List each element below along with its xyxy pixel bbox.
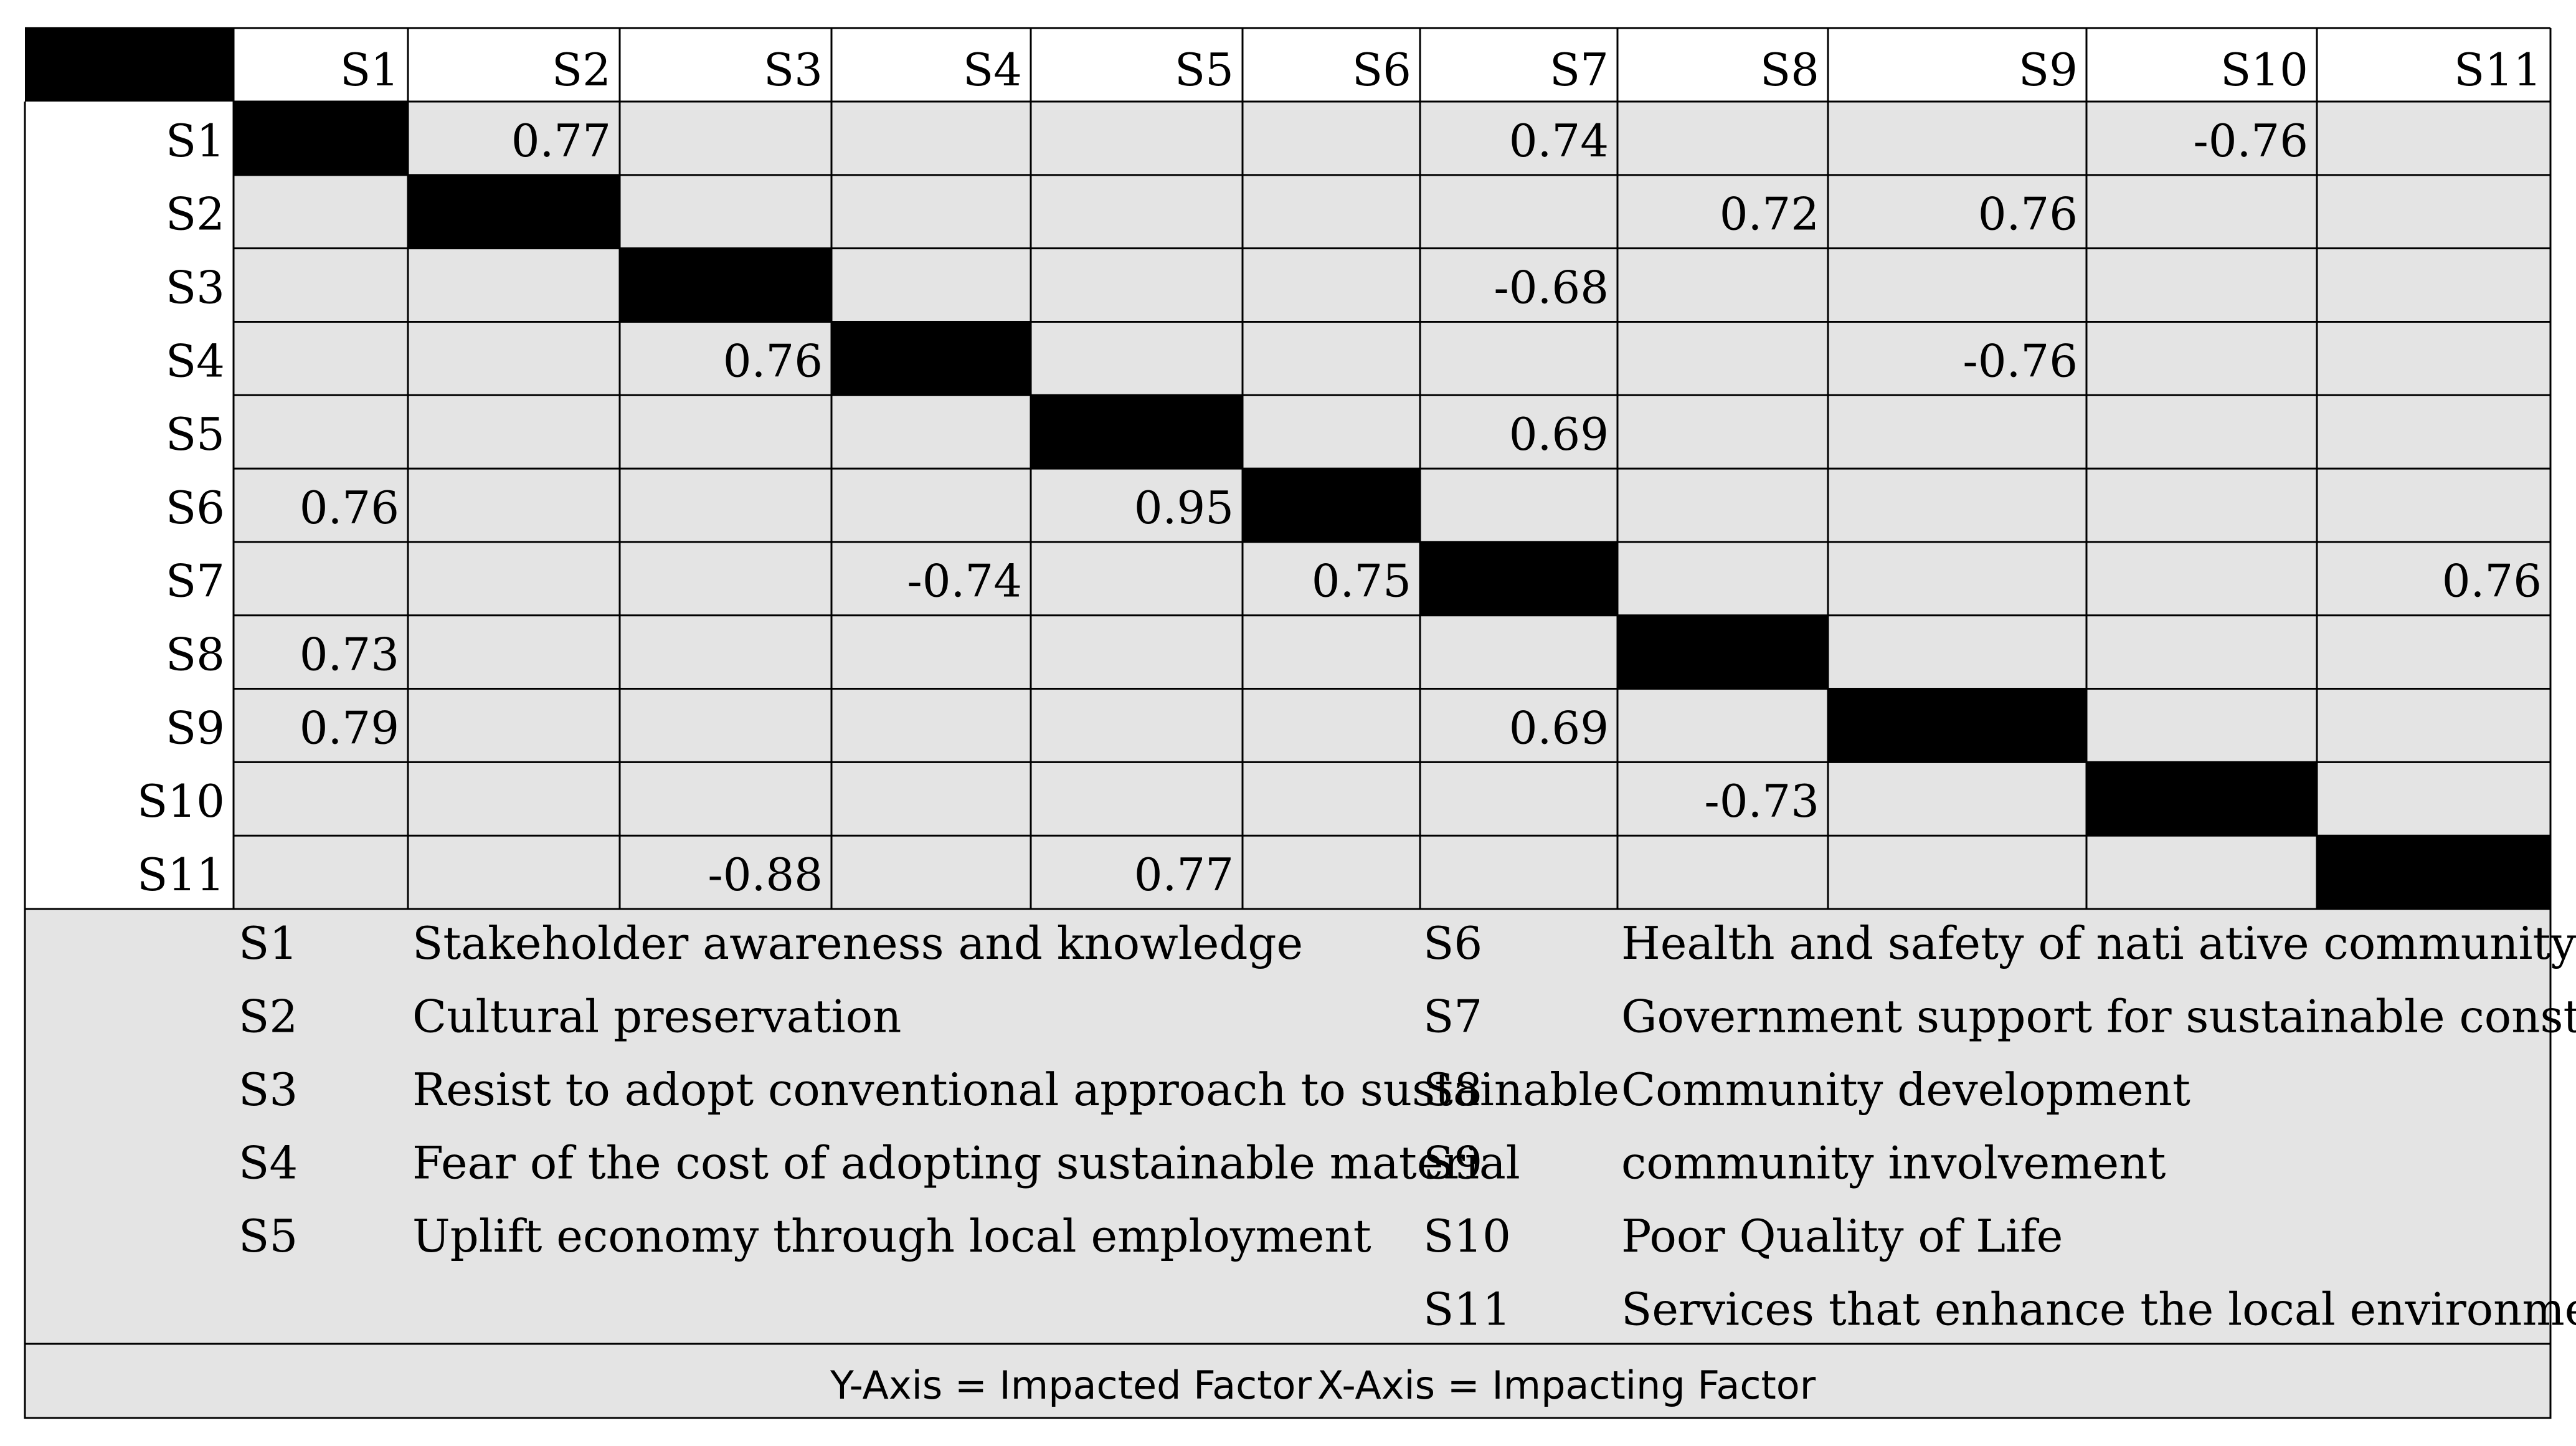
legend-code: S11 xyxy=(1423,1283,1511,1336)
diagonal-cell xyxy=(1617,615,1828,689)
legend-code: S7 xyxy=(1423,991,1482,1043)
cell-value: -0.68 xyxy=(1494,261,1609,313)
legend-code: S6 xyxy=(1423,917,1482,969)
column-header: S5 xyxy=(1175,44,1234,96)
diagonal-cell xyxy=(2317,835,2550,910)
column-header: S11 xyxy=(2454,44,2542,96)
legend-code: S1 xyxy=(239,917,298,969)
diagonal-cell xyxy=(831,321,1031,396)
x-axis-note: X-Axis = Impacting Factor xyxy=(1317,1363,1816,1408)
cell-value: 0.74 xyxy=(1509,115,1609,167)
row-header: S10 xyxy=(137,775,225,827)
row-header: S9 xyxy=(166,702,225,754)
column-header: S3 xyxy=(764,44,823,96)
legend-label: Poor Quality of Life xyxy=(1621,1210,2063,1262)
cell-value: 0.75 xyxy=(1312,555,1411,607)
cell-value: -0.74 xyxy=(907,555,1022,607)
legend-code: S2 xyxy=(239,991,298,1043)
cell-value: -0.88 xyxy=(708,849,823,901)
legend-label: Government support for sustainable const… xyxy=(1621,991,2576,1043)
cell-value: 0.76 xyxy=(2442,555,2542,607)
cell-value: 0.95 xyxy=(1134,482,1234,534)
row-header: S6 xyxy=(166,482,225,534)
legend-label: Fear of the cost of adopting sustainable… xyxy=(412,1137,1520,1189)
cell-value: 0.77 xyxy=(511,115,611,167)
column-header: S7 xyxy=(1550,44,1609,96)
diagonal-cell xyxy=(1243,469,1420,542)
column-header: S2 xyxy=(552,44,611,96)
column-header: S1 xyxy=(340,44,399,96)
column-header: S8 xyxy=(1760,44,1819,96)
y-axis-note: Y-Axis = Impacted Factor xyxy=(830,1363,1312,1408)
cell-value: 0.69 xyxy=(1509,408,1609,460)
header-col-bg xyxy=(25,102,234,910)
legend-code: S9 xyxy=(1423,1137,1482,1189)
diagonal-cell xyxy=(1828,688,2086,763)
diagonal-cell xyxy=(408,174,620,249)
legend-code: S3 xyxy=(239,1063,298,1116)
diagonal-cell xyxy=(1420,541,1617,616)
diagonal-cell xyxy=(2086,762,2317,836)
matrix-grid: S1 S2 S3 S4 S5 S6 S7 S8 S9 S10 S11 S1 S2 S3 S4 S5 S6 S7 S8… xyxy=(24,27,2552,1419)
legend-code: S8 xyxy=(1423,1063,1482,1116)
diagonal-cell xyxy=(1031,395,1243,469)
legend-bg xyxy=(25,909,2550,1418)
row-header: S7 xyxy=(166,555,225,607)
cell-value: 0.69 xyxy=(1509,702,1609,754)
column-header: S6 xyxy=(1352,44,1411,96)
cell-value: 0.79 xyxy=(300,702,399,754)
legend-label: Services that enhance the local environm… xyxy=(1621,1283,2576,1336)
row-header: S4 xyxy=(166,335,225,387)
cell-value: 0.77 xyxy=(1134,849,1234,901)
cell-value: -0.73 xyxy=(1704,775,1819,827)
cell-value: -0.76 xyxy=(2193,115,2308,167)
diagonal-cell xyxy=(620,248,831,322)
row-header: S8 xyxy=(166,629,225,681)
legend: S1 Stakeholder awareness and knowledge S2 C… xyxy=(239,917,2576,1336)
legend-border xyxy=(24,908,2552,1419)
column-header: S10 xyxy=(2220,44,2308,96)
diagonal-cell xyxy=(234,102,408,175)
corner-cell xyxy=(25,28,234,102)
cell-value: 0.76 xyxy=(300,482,399,534)
cell-value: 0.72 xyxy=(1720,188,1819,240)
cell-value: 0.76 xyxy=(723,335,823,387)
cell-value: 0.76 xyxy=(1978,188,2078,240)
cell-value: 0.73 xyxy=(300,629,399,681)
legend-label: Stakeholder awareness and knowledge xyxy=(412,917,1303,969)
column-header: S4 xyxy=(963,44,1022,96)
legend-label: Health and safety of nati ative communit… xyxy=(1621,917,2576,969)
legend-label: Community development xyxy=(1621,1063,2190,1116)
row-header: S5 xyxy=(166,408,225,460)
row-header: S1 xyxy=(166,115,225,167)
row-header: S2 xyxy=(166,188,225,240)
legend-label: Resist to adopt conventional approach to… xyxy=(412,1063,1619,1116)
row-header: S11 xyxy=(137,849,225,901)
column-header: S9 xyxy=(2019,44,2078,96)
legend-code: S4 xyxy=(239,1137,298,1189)
legend-code: S10 xyxy=(1423,1210,1511,1262)
legend-label: Uplift economy through local employment xyxy=(412,1210,1371,1262)
legend-label: community involvement xyxy=(1621,1137,2166,1189)
row-header: S3 xyxy=(166,261,225,313)
legend-code: S5 xyxy=(239,1210,298,1262)
axis-footer: Y-Axis = Impacted Factor X-Axis = Impacti… xyxy=(830,1363,1816,1408)
cell-value: -0.76 xyxy=(1963,335,2078,387)
legend-label: Cultural preservation xyxy=(412,991,901,1043)
